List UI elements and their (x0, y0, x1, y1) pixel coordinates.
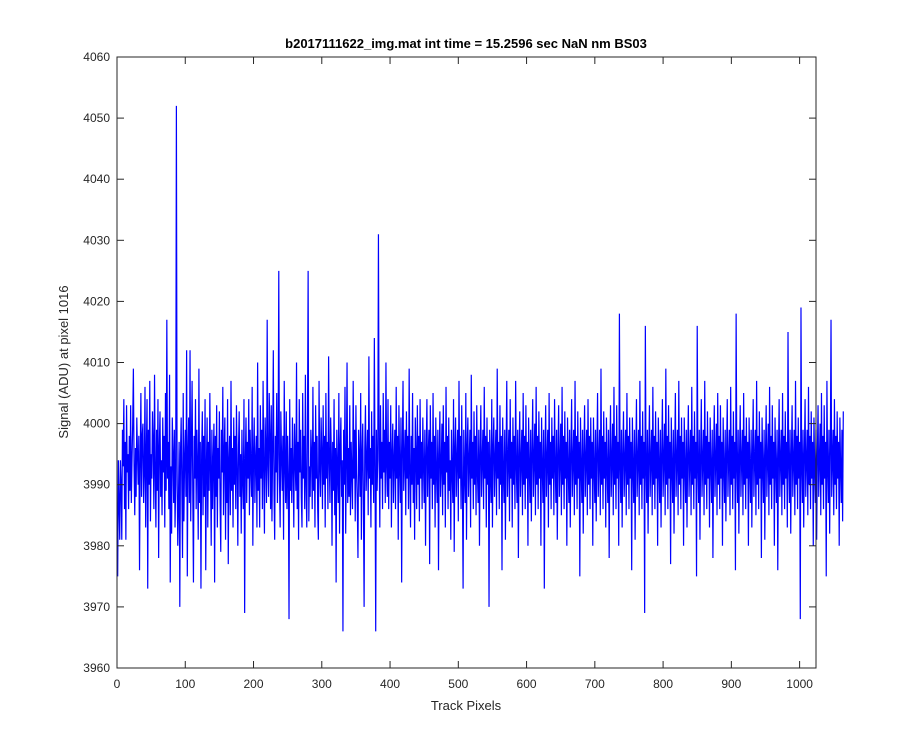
y-tick-label: 4040 (83, 172, 110, 186)
x-tick-label: 300 (312, 677, 332, 691)
x-tick-label: 500 (448, 677, 468, 691)
y-tick-label: 3990 (83, 478, 110, 492)
y-tick-label: 4010 (83, 356, 110, 370)
tick-layer: 0 100 200 300 400 500 600 700 800 900 1000 3960 3970… (83, 50, 816, 691)
x-tick-label: 400 (380, 677, 400, 691)
y-tick-label: 4030 (83, 233, 110, 247)
x-tick-label: 200 (244, 677, 264, 691)
x-tick-label: 800 (653, 677, 673, 691)
y-axis-title: Signal (ADU) at pixel 1016 (56, 285, 71, 438)
y-tick-label: 4050 (83, 111, 110, 125)
x-tick-label: 600 (517, 677, 537, 691)
y-tick-label: 4000 (83, 417, 110, 431)
x-tick-label: 1000 (786, 677, 813, 691)
y-tick-label: 4020 (83, 294, 110, 308)
x-tick-label: 0 (114, 677, 121, 691)
x-axis-title: Track Pixels (431, 698, 502, 713)
y-tick-label: 4060 (83, 50, 110, 64)
trace-layer (117, 105, 844, 632)
y-tick-label: 3980 (83, 539, 110, 553)
y-tick-label: 3960 (83, 661, 110, 675)
x-tick-label: 100 (175, 677, 195, 691)
y-tick-label: 3970 (83, 600, 110, 614)
x-tick-label: 900 (721, 677, 741, 691)
x-tick-label: 700 (585, 677, 605, 691)
signal-series-line-1 (117, 105, 844, 632)
plot-area-background (117, 57, 816, 668)
chart-title: b2017111622_img.mat int time = 15.2596 s… (285, 36, 647, 51)
